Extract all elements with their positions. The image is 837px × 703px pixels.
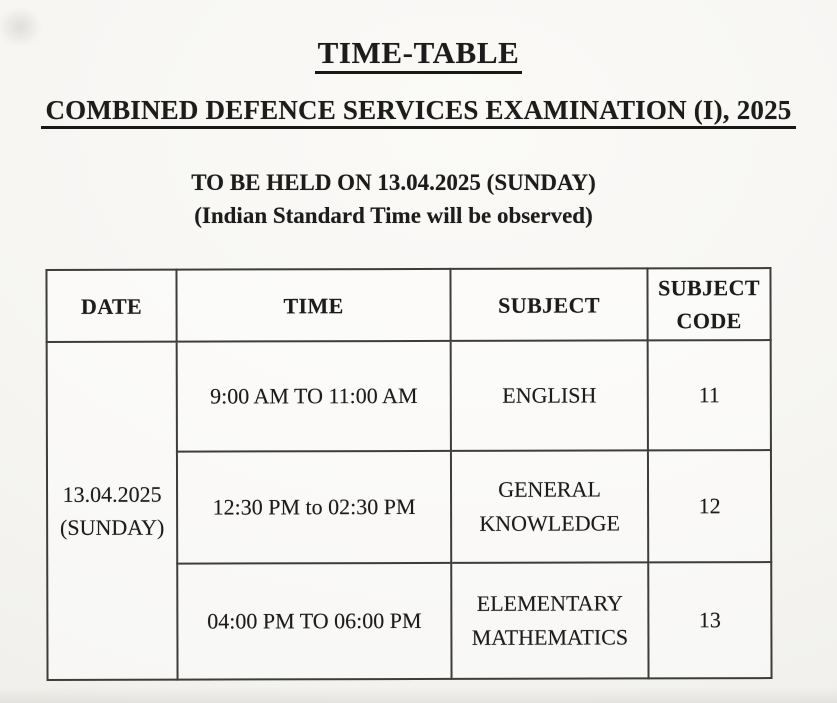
col-header-subject: SUBJECT [450,268,648,342]
exam-name-text: COMBINED DEFENCE SERVICES EXAMINATION (I… [41,95,796,130]
code-cell: 13 [648,562,772,679]
col-header-date: DATE [46,269,177,343]
ist-note-line: (Indian Standard Time will be observed) [194,202,593,228]
table-row-english: 13.04.2025 (SUNDAY) 9:00 AM TO 11:00 AM … [46,340,771,681]
exam-date-note: TO BE HELD ON 13.04.2025 (SUNDAY) (India… [0,166,812,233]
exam-name-heading: COMBINED DEFENCE SERVICES EXAMINATION (I… [0,71,837,130]
header-row: DATE TIME SUBJECT SUBJECT CODE [46,268,771,343]
subject-cell: ELEMENTARY MATHEMATICS [451,562,649,680]
page-title: TIME-TABLE [0,0,837,74]
date-line: 13.04.2025 [62,481,162,508]
time-cell: 9:00 AM TO 11:00 AM [176,341,451,452]
day-line: (SUNDAY) [59,514,165,541]
held-on-line: TO BE HELD ON 13.04.2025 (SUNDAY) [191,169,596,195]
scan-bottom-shadow [0,687,837,703]
code-cell: 12 [647,450,772,563]
page-title-text: TIME-TABLE [314,35,523,74]
col-header-time: TIME [176,269,451,342]
code-cell: 11 [647,340,771,451]
subject-cell: GENERAL KNOWLEDGE [450,450,649,564]
timetable: DATE TIME SUBJECT SUBJECT CODE 13.04.202… [45,267,773,682]
time-cell: 12:30 PM to 02:30 PM [176,451,452,564]
col-header-subject-code: SUBJECT CODE [647,268,771,341]
time-cell: 04:00 PM TO 06:00 PM [177,563,452,680]
subject-cell: ENGLISH [450,340,648,452]
date-cell: 13.04.2025 (SUNDAY) [46,341,178,681]
